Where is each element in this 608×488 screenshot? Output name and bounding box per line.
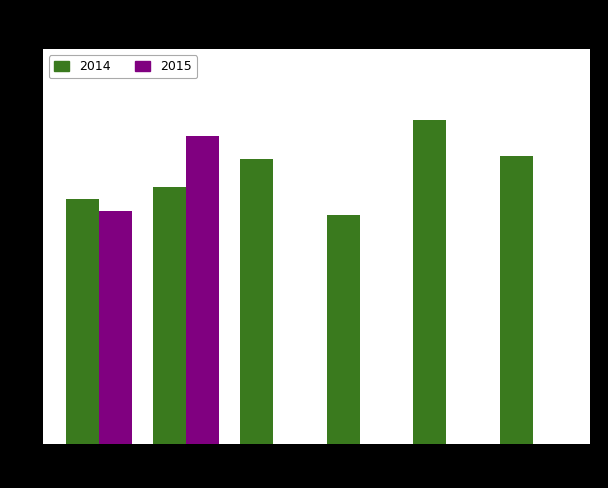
Bar bbox=[326, 215, 359, 444]
Bar bbox=[186, 136, 219, 444]
Bar bbox=[99, 211, 132, 444]
Bar bbox=[240, 160, 273, 444]
Bar bbox=[153, 187, 186, 444]
Bar bbox=[500, 156, 533, 444]
Legend: 2014, 2015: 2014, 2015 bbox=[49, 55, 197, 78]
Bar bbox=[66, 199, 99, 444]
Bar bbox=[413, 120, 446, 444]
